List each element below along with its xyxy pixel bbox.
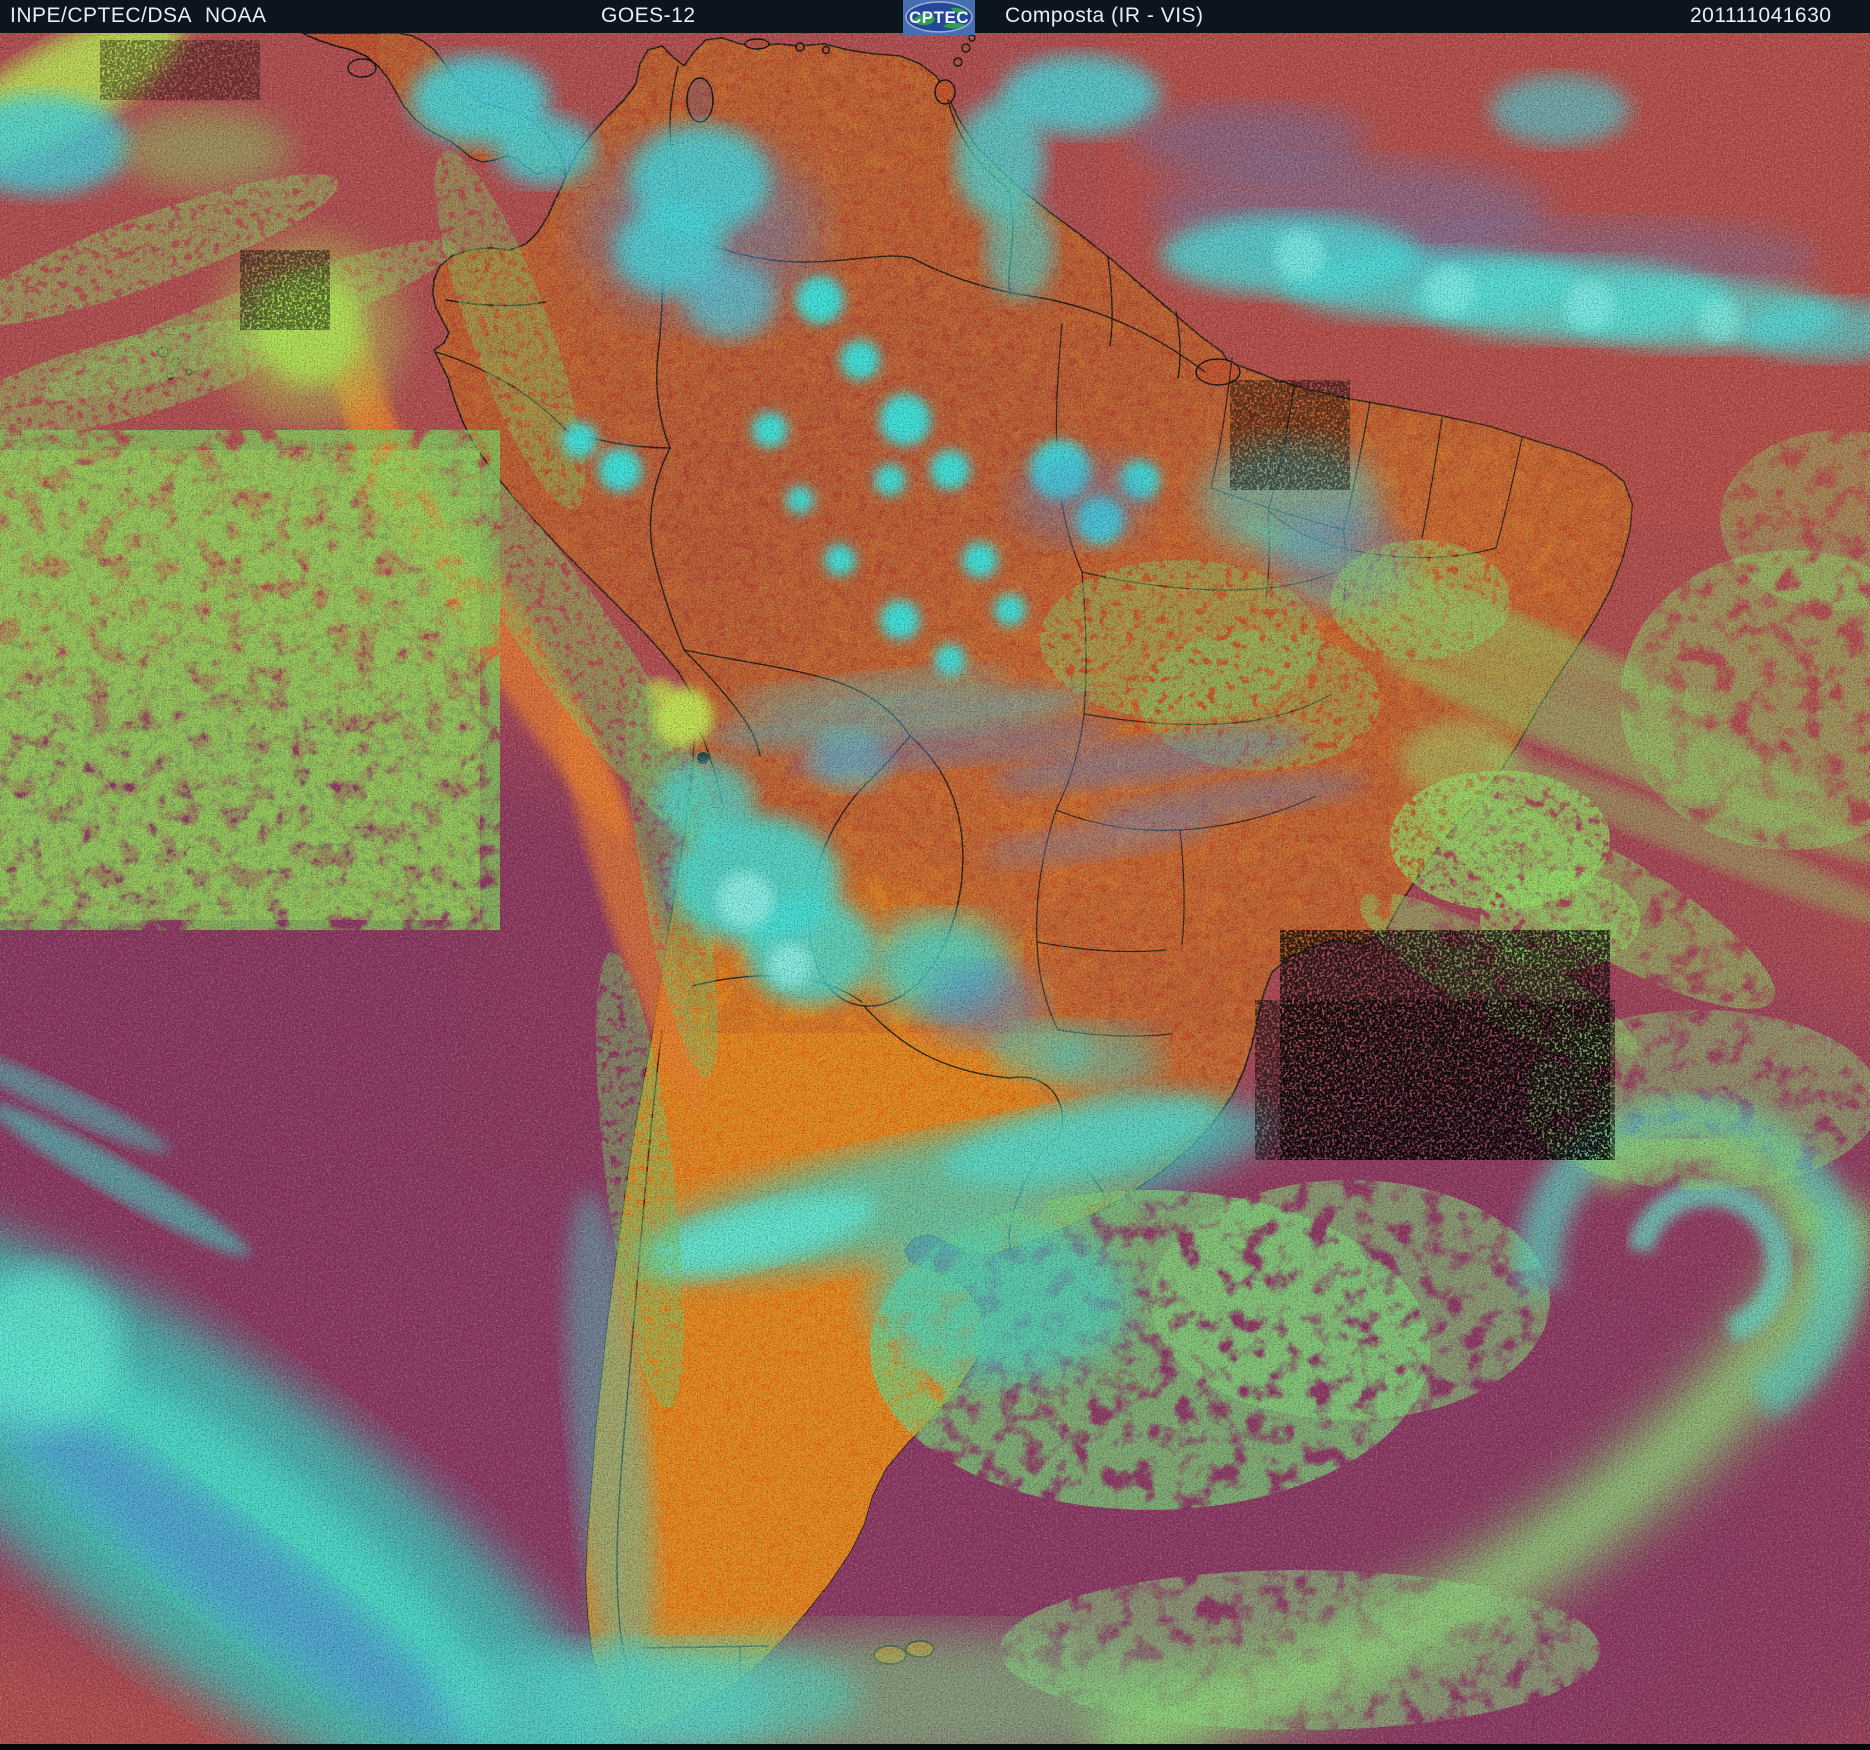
satellite-label: GOES-12 xyxy=(601,4,696,27)
bottom-frame-bar xyxy=(0,1744,1870,1750)
cptec-globe-icon: CPTEC xyxy=(905,1,973,33)
cptec-logo-text: CPTEC xyxy=(909,8,969,27)
agency-label: INPE/CPTEC/DSA xyxy=(10,4,193,27)
product-label: Composta (IR - VIS) xyxy=(1005,4,1204,27)
grain-overlay-light xyxy=(0,28,1870,1750)
timestamp-label: 201111041630 xyxy=(1690,4,1832,27)
noaa-label: NOAA xyxy=(205,4,267,27)
cptec-logo: CPTEC xyxy=(903,0,975,35)
